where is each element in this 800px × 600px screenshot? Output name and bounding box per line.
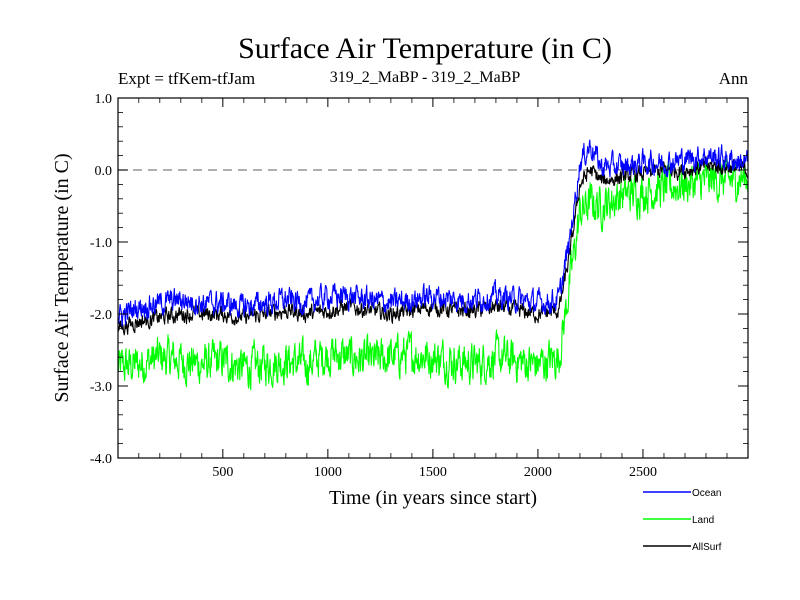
chart-subtitle-left: Expt = tfKem-tfJam <box>118 69 255 88</box>
series-line-land <box>118 154 748 391</box>
x-tick-label: 500 <box>212 465 233 480</box>
chart-subtitle-center: 319_2_MaBP - 319_2_MaBP <box>330 69 521 86</box>
legend-label-allsurf: AllSurf <box>692 542 722 553</box>
x-tick-label: 2000 <box>524 465 552 480</box>
x-axis-label: Time (in years since start) <box>329 487 537 509</box>
legend-label-ocean: Ocean <box>692 488 721 499</box>
y-tick-label: -1.0 <box>90 236 112 251</box>
chart-subtitle-right: Ann <box>719 69 749 88</box>
chart-title: Surface Air Temperature (in C) <box>238 32 612 65</box>
y-tick-label: -3.0 <box>90 380 112 395</box>
legend-label-land: Land <box>692 515 714 526</box>
y-axis-label: Surface Air Temperature (in C) <box>51 153 73 402</box>
plot-frame <box>117 97 749 459</box>
x-tick-label: 1500 <box>419 465 447 480</box>
y-tick-label: 0.0 <box>95 164 113 179</box>
legend: Ocean Land AllSurf <box>643 488 722 553</box>
y-tick-label: -2.0 <box>90 308 112 323</box>
y-tick-label: -4.0 <box>90 452 112 467</box>
y-tick-label: 1.0 <box>95 92 113 107</box>
x-tick-label: 2500 <box>629 465 657 480</box>
series-line-ocean <box>118 139 748 327</box>
x-tick-label: 1000 <box>314 465 342 480</box>
